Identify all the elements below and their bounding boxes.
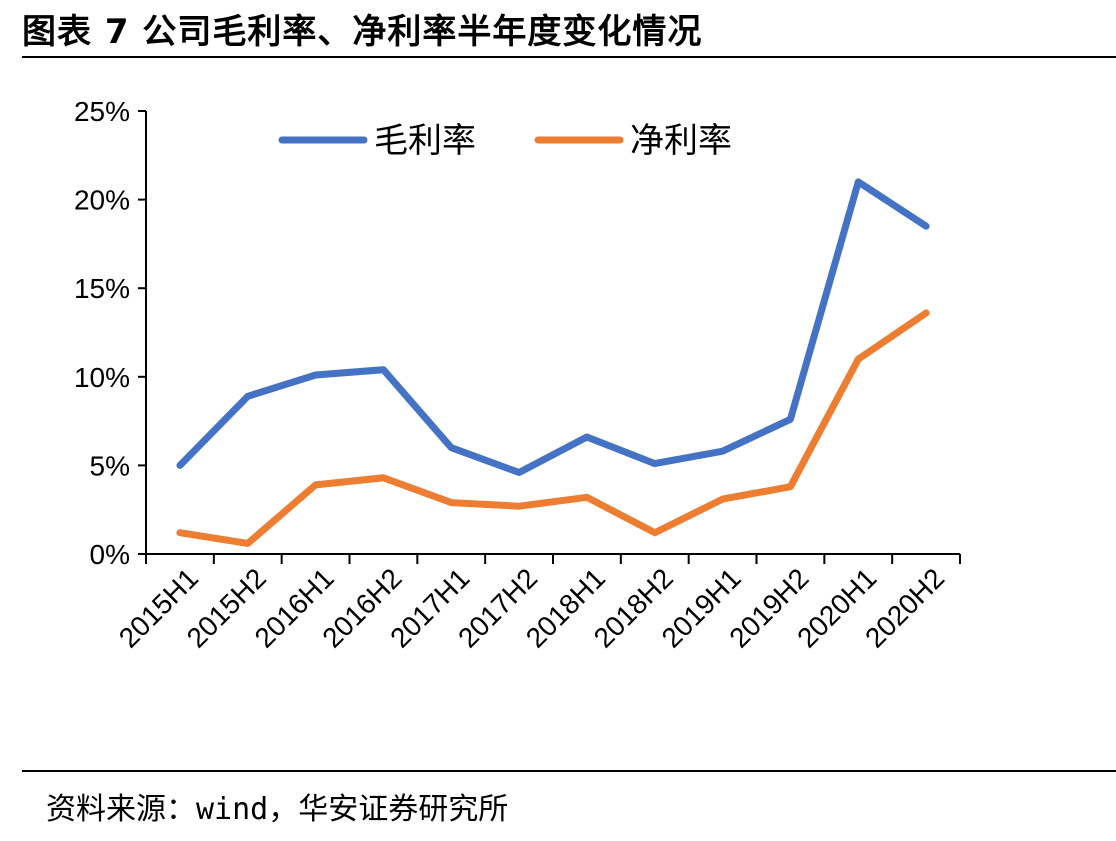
figure-title: 图表 7 公司毛利率、净利率半年度变化情况 — [22, 12, 703, 52]
legend-label-1: 净利率 — [630, 121, 732, 161]
top-rule — [22, 56, 1116, 58]
y-tick-label: 5% — [90, 450, 130, 481]
y-tick-label: 10% — [74, 362, 130, 393]
source-note: 资料来源：wind，华安证券研究所 — [46, 792, 509, 827]
y-tick-label: 0% — [90, 539, 130, 570]
y-tick-label: 25% — [74, 96, 130, 127]
series-line-0 — [176, 178, 930, 476]
chart-series — [176, 178, 930, 547]
y-tick-label: 15% — [74, 273, 130, 304]
bottom-rule — [22, 770, 1116, 772]
legend-label-0: 毛利率 — [374, 121, 476, 161]
chart-axes: 0%5%10%15%20%25%2015H12015H22016H12016H2… — [74, 96, 961, 654]
series-line-1 — [176, 309, 930, 547]
chart-legend: 毛利率 净利率 — [278, 121, 732, 161]
y-tick-label: 20% — [74, 185, 130, 216]
